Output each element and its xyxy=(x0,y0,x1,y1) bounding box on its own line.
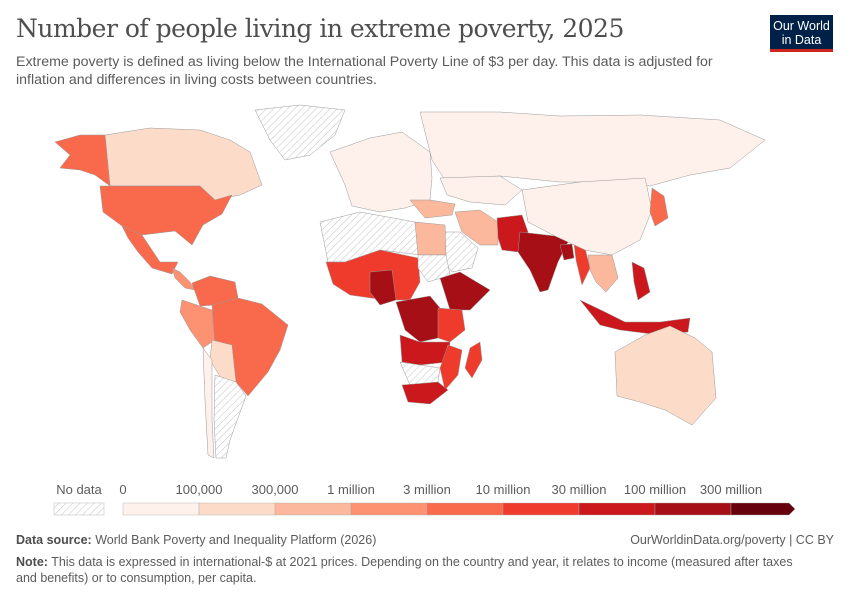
country-iran[interactable] xyxy=(454,209,499,246)
data-source: Data source: World Bank Poverty and Ineq… xyxy=(16,533,377,547)
legend-bin-7 xyxy=(654,502,732,516)
legend-bin-5 xyxy=(502,502,580,516)
legend-label: 1 million xyxy=(327,482,375,497)
legend-bar xyxy=(53,502,796,516)
country-argentina[interactable] xyxy=(213,374,247,459)
country-namibia-botswana[interactable] xyxy=(399,361,441,386)
legend-bin-2 xyxy=(274,502,352,516)
country-india[interactable] xyxy=(517,231,569,293)
legend-label: 3 million xyxy=(403,482,451,497)
legend-bin-6 xyxy=(578,502,656,516)
country-ethiopia[interactable] xyxy=(439,271,491,311)
country-japan[interactable] xyxy=(649,187,669,227)
world-map xyxy=(54,104,766,459)
country-sudan[interactable] xyxy=(417,254,451,283)
country-southeast-asia[interactable] xyxy=(587,254,619,293)
country-mozambique[interactable] xyxy=(439,344,463,391)
country-russia[interactable] xyxy=(419,111,766,187)
legend-label: 300,000 xyxy=(251,482,299,497)
note: Note: This data is expressed in internat… xyxy=(16,555,793,585)
country-greenland[interactable] xyxy=(254,104,346,161)
country-dr-congo[interactable] xyxy=(395,295,441,343)
legend-label: 0 xyxy=(119,482,127,497)
legend-label: 30 million xyxy=(551,482,607,497)
country-peru-ecuador[interactable] xyxy=(179,299,216,349)
country-usa[interactable] xyxy=(99,185,233,246)
country-philippines[interactable] xyxy=(631,261,651,301)
country-turkey[interactable] xyxy=(409,199,456,219)
country-kazakhstan[interactable] xyxy=(439,175,523,206)
chart-title: Number of people living in extreme pover… xyxy=(16,14,624,43)
country-indonesia[interactable] xyxy=(579,299,691,336)
logo-line1: Our World xyxy=(773,19,830,33)
country-australia[interactable] xyxy=(614,325,717,426)
legend-no-data-swatch xyxy=(53,502,105,516)
country-mexico[interactable] xyxy=(121,225,179,275)
legend-label: 100,000 xyxy=(175,482,223,497)
country-madagascar[interactable] xyxy=(464,341,483,379)
chart-subtitle: Extreme poverty is defined as living bel… xyxy=(16,54,713,88)
credit-link[interactable]: OurWorldinData.org/poverty | CC BY xyxy=(630,533,834,547)
legend-bin-8 xyxy=(730,502,796,516)
country-south-africa[interactable] xyxy=(401,381,449,405)
country-bolivia-paraguay[interactable] xyxy=(209,339,237,383)
legend-bin-1 xyxy=(198,502,276,516)
legend-bin-4 xyxy=(426,502,504,516)
legend-label: 10 million xyxy=(475,482,531,497)
legend-label: 300 million xyxy=(699,482,763,497)
country-central-america[interactable] xyxy=(171,267,196,291)
owid-logo[interactable]: Our World in Data xyxy=(770,15,833,52)
logo-line2: in Data xyxy=(781,33,822,47)
legend-bin-3 xyxy=(350,502,428,516)
country-alaska[interactable] xyxy=(54,134,111,187)
country-chile[interactable] xyxy=(202,347,215,459)
country-bangladesh[interactable] xyxy=(559,243,575,261)
country-east-africa[interactable] xyxy=(437,307,466,343)
country-nigeria[interactable] xyxy=(369,269,397,306)
country-egypt[interactable] xyxy=(414,221,447,256)
legend-bin-0 xyxy=(122,502,200,516)
legend-label: 100 million xyxy=(623,482,687,497)
legend-no-data-label: No data xyxy=(56,482,102,497)
